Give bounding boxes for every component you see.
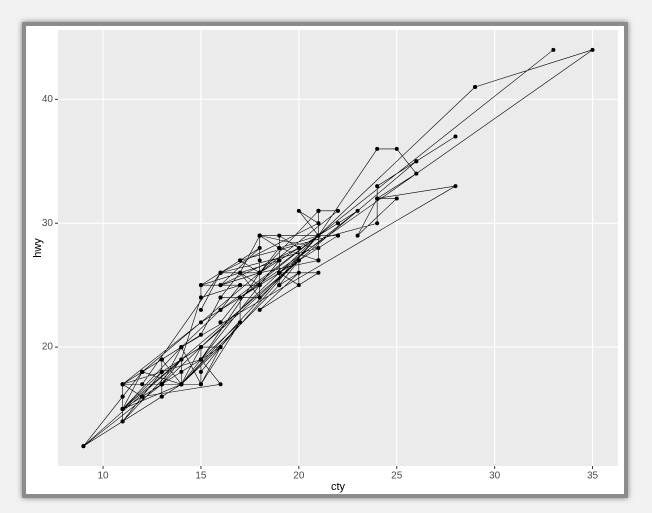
data-point <box>120 407 125 412</box>
data-point <box>414 171 419 176</box>
data-point <box>551 47 556 52</box>
data-point <box>159 394 164 399</box>
x-tick-label: 35 <box>587 471 599 482</box>
x-tick-label: 25 <box>391 471 403 482</box>
data-point <box>257 233 262 238</box>
x-tick-label: 30 <box>489 471 501 482</box>
data-point <box>277 246 282 250</box>
y-tick-label: 40 <box>42 94 54 105</box>
data-point <box>277 283 282 288</box>
data-point <box>218 382 223 387</box>
data-point <box>257 270 262 275</box>
data-point <box>198 369 203 374</box>
data-point <box>453 134 458 139</box>
data-point <box>414 159 419 164</box>
data-point <box>257 283 262 288</box>
data-point <box>179 369 184 374</box>
data-point <box>159 382 164 387</box>
data-point <box>296 258 301 263</box>
data-point <box>198 320 203 325</box>
data-point <box>218 307 223 312</box>
data-point <box>140 382 145 387</box>
data-point <box>140 369 145 374</box>
data-point <box>316 233 321 238</box>
data-point <box>257 307 262 312</box>
data-point <box>473 84 478 89</box>
data-point <box>296 283 301 288</box>
data-point <box>198 345 203 350</box>
data-point <box>257 258 262 263</box>
data-point <box>238 258 243 263</box>
data-point <box>120 419 125 424</box>
data-point <box>159 369 164 374</box>
data-point <box>277 270 282 275</box>
data-point <box>179 357 184 362</box>
data-point <box>375 196 380 201</box>
data-point <box>375 184 380 189</box>
data-point <box>296 208 301 213</box>
data-point <box>198 357 203 362</box>
data-point <box>198 332 203 337</box>
data-point <box>316 208 321 213</box>
x-tick-label: 10 <box>97 471 109 482</box>
data-point <box>238 283 243 288</box>
data-point <box>336 221 340 226</box>
data-point <box>159 357 164 362</box>
x-tick-label: 20 <box>293 471 305 482</box>
data-point <box>198 283 203 288</box>
data-point <box>179 345 184 350</box>
y-axis-title: hwy <box>32 238 44 258</box>
data-point <box>277 258 282 263</box>
data-point <box>296 270 301 275</box>
data-point <box>375 146 380 151</box>
data-point <box>394 146 399 151</box>
x-tick-label: 15 <box>195 471 207 482</box>
data-point <box>238 295 243 300</box>
y-tick-label: 20 <box>42 342 54 353</box>
data-point <box>316 246 321 250</box>
data-point <box>336 233 340 238</box>
data-point <box>198 382 203 387</box>
data-point <box>257 246 262 250</box>
data-point <box>590 47 595 52</box>
data-point <box>257 295 262 300</box>
data-point <box>238 270 243 275</box>
data-point <box>120 394 125 399</box>
data-point <box>316 270 321 275</box>
data-point <box>218 270 223 275</box>
data-point <box>394 196 399 201</box>
panel <box>58 30 618 466</box>
data-point <box>336 208 340 213</box>
data-point <box>218 295 223 300</box>
data-point <box>81 444 86 449</box>
data-point <box>218 345 223 350</box>
data-point <box>238 320 243 325</box>
data-point <box>296 246 301 250</box>
y-tick-label: 30 <box>42 218 54 229</box>
data-point <box>198 307 203 312</box>
data-point <box>316 221 321 226</box>
data-point <box>140 394 145 399</box>
data-point <box>316 258 321 263</box>
data-point <box>179 382 184 387</box>
data-point <box>375 221 380 226</box>
data-point <box>198 295 203 300</box>
data-point <box>218 320 223 325</box>
data-point <box>120 382 125 387</box>
data-point <box>453 184 458 189</box>
data-point <box>355 208 360 213</box>
data-point <box>218 283 223 288</box>
x-axis-title: cty <box>331 481 346 493</box>
data-point <box>277 233 282 238</box>
data-point <box>355 233 360 238</box>
